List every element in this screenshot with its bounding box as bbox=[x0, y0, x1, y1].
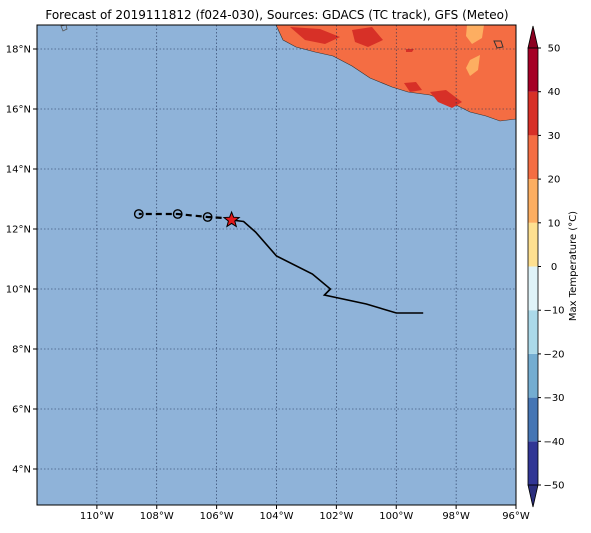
colorbar-tick-label: 0 bbox=[551, 262, 557, 273]
colorbar-segment bbox=[528, 266, 538, 311]
lon-tick-label: 110°W bbox=[80, 511, 114, 522]
forecast-position-marker bbox=[133, 209, 144, 219]
lat-tick-label: 8°N bbox=[12, 345, 31, 356]
cyclone-tracks bbox=[133, 209, 424, 314]
lon-tick-label: 100°W bbox=[379, 511, 413, 522]
colorbar-segment bbox=[528, 135, 538, 180]
colorbar-tick-label: −50 bbox=[543, 481, 564, 492]
lat-tick-label: 10°N bbox=[6, 285, 31, 296]
colorbar-tick-label: 50 bbox=[548, 44, 561, 55]
forecast-position-marker bbox=[202, 212, 213, 222]
colorbar-segment bbox=[528, 310, 538, 354]
colorbar-tick-label: −40 bbox=[543, 437, 564, 448]
colorbar-segment bbox=[528, 222, 538, 267]
gridlines bbox=[37, 25, 516, 505]
colorbar-tick-label: 30 bbox=[548, 131, 561, 142]
lat-tick-label: 16°N bbox=[6, 105, 31, 116]
colorbar-extend-low bbox=[527, 484, 539, 508]
map-frame bbox=[36, 24, 517, 506]
lat-tick-label: 12°N bbox=[6, 225, 31, 236]
axis-ticks: 110°W 108°W 106°W 104°W 102°W 100°W 98°W 96°W 4°… bbox=[6, 45, 530, 523]
colorbar-tick-label: −20 bbox=[543, 349, 564, 360]
lon-tick-label: 96°W bbox=[502, 511, 530, 522]
colorbar-label: Max Temperature (°C) bbox=[568, 211, 579, 321]
land-warm-patch-1 bbox=[466, 25, 484, 44]
forecast-track-line bbox=[138, 212, 232, 220]
colorbar-tick-label: −10 bbox=[543, 306, 564, 317]
colorbar-segment bbox=[528, 179, 538, 223]
colorbar: −50 −40 −30 −20 −10 0 10 20 30 40 50 bbox=[527, 25, 565, 508]
colorbar-extend-high bbox=[527, 25, 539, 49]
lon-tick-label: 106°W bbox=[200, 511, 234, 522]
lat-tick-label: 6°N bbox=[12, 405, 31, 416]
land-hot-patch-1 bbox=[290, 27, 340, 44]
colorbar-tick-label: 10 bbox=[548, 218, 561, 229]
colorbar-tick-label: −30 bbox=[543, 393, 564, 404]
map-title: Forecast of 2019111812 (f024-030), Sourc… bbox=[45, 8, 508, 22]
lat-tick-label: 4°N bbox=[12, 465, 31, 476]
land-hot-patch-4 bbox=[430, 90, 462, 108]
lon-tick-label: 104°W bbox=[260, 511, 294, 522]
lon-tick-label: 108°W bbox=[140, 511, 174, 522]
colorbar-tick-label: 40 bbox=[548, 87, 561, 98]
map-panel: 110°W 108°W 106°W 104°W 102°W 100°W 98°W 96°W 4°… bbox=[6, 24, 530, 523]
colorbar-segment bbox=[528, 397, 538, 442]
forecast-position-marker bbox=[172, 209, 183, 219]
colorbar-segment bbox=[528, 353, 538, 398]
colorbar-segment bbox=[528, 441, 538, 485]
island-outline bbox=[493, 40, 504, 49]
lat-tick-label: 14°N bbox=[6, 165, 31, 176]
land-hot-patch-5 bbox=[406, 49, 414, 52]
land-hot-patch-3 bbox=[404, 82, 422, 92]
current-position-star-icon bbox=[222, 210, 241, 228]
lat-tick-label: 18°N bbox=[6, 45, 31, 56]
land-warm-patch-2 bbox=[466, 55, 480, 76]
observed-track-line bbox=[231, 219, 424, 314]
colorbar-segment bbox=[528, 91, 538, 136]
lon-tick-label: 98°W bbox=[442, 511, 470, 522]
land-hot-patch-2 bbox=[352, 27, 383, 47]
colorbar-segment bbox=[528, 48, 538, 92]
colorbar-tick-label: 20 bbox=[548, 175, 561, 186]
lon-tick-label: 102°W bbox=[319, 511, 353, 522]
